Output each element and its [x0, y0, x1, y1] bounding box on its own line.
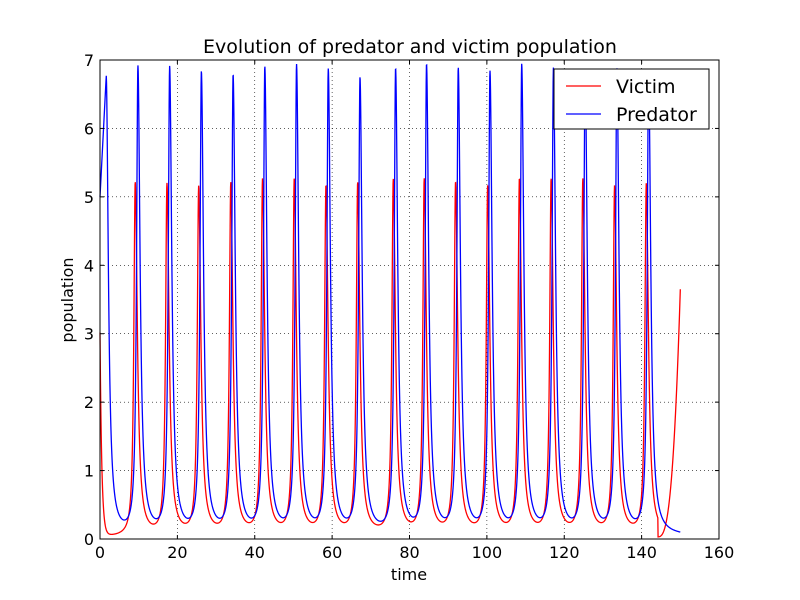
legend: Victim Predator — [553, 68, 710, 130]
y-tick-label: 2 — [84, 393, 94, 412]
ticks-layer: 0 20 40 60 80 100 120 140 160 0 1 2 3 4 5 6 7 — [84, 51, 734, 562]
x-axis-label: time — [391, 565, 427, 584]
y-tick-label: 7 — [84, 51, 94, 70]
chart-title: Evolution of predator and victim populat… — [203, 36, 617, 58]
y-tick-label: 5 — [84, 188, 94, 207]
x-tick-label: 40 — [245, 543, 265, 562]
x-tick-label: 0 — [95, 543, 105, 562]
y-tick-label: 4 — [84, 256, 94, 275]
y-tick-label: 0 — [84, 530, 94, 549]
series-line-predator — [99, 63, 681, 533]
x-tick-label: 80 — [399, 543, 419, 562]
y-tick-label: 3 — [84, 325, 94, 344]
series-layer — [99, 63, 681, 538]
y-tick-label: 1 — [84, 462, 94, 481]
legend-label-victim: Victim — [616, 76, 676, 98]
legend-label-predator: Predator — [616, 104, 697, 126]
x-tick-label: 160 — [704, 543, 735, 562]
plot-area — [99, 63, 681, 538]
y-tick-label: 6 — [84, 119, 94, 138]
x-tick-label: 20 — [167, 543, 187, 562]
y-axis-label: population — [58, 257, 77, 342]
legend-box — [553, 68, 710, 130]
x-tick-label: 120 — [549, 543, 580, 562]
x-tick-label: 100 — [472, 543, 503, 562]
x-tick-label: 140 — [626, 543, 657, 562]
x-tick-label: 60 — [322, 543, 342, 562]
